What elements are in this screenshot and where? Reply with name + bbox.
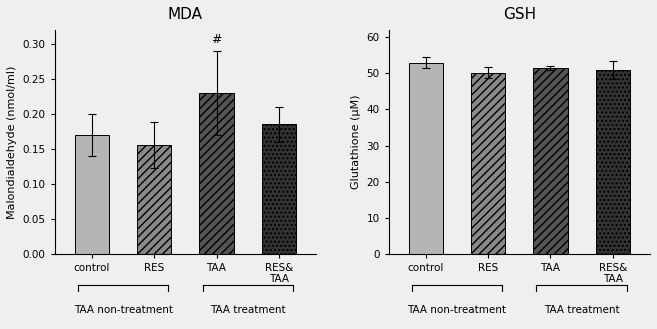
Title: GSH: GSH [503,7,536,22]
Text: #: # [212,33,222,46]
Text: TAA non-treatment: TAA non-treatment [74,305,173,315]
Bar [533,68,568,254]
Bar [200,93,234,254]
Bar [261,124,296,254]
Bar [75,135,109,254]
Text: TAA treatment: TAA treatment [544,305,620,315]
Bar [596,70,630,254]
Text: TAA non-treatment: TAA non-treatment [407,305,507,315]
Y-axis label: Glutathione (μM): Glutathione (μM) [351,95,361,189]
Text: TAA treatment: TAA treatment [210,305,286,315]
Bar [471,73,505,254]
Y-axis label: Malondialdehyde (nmol/ml): Malondialdehyde (nmol/ml) [7,65,17,218]
Title: MDA: MDA [168,7,203,22]
Bar [137,145,171,254]
Bar [409,63,443,254]
